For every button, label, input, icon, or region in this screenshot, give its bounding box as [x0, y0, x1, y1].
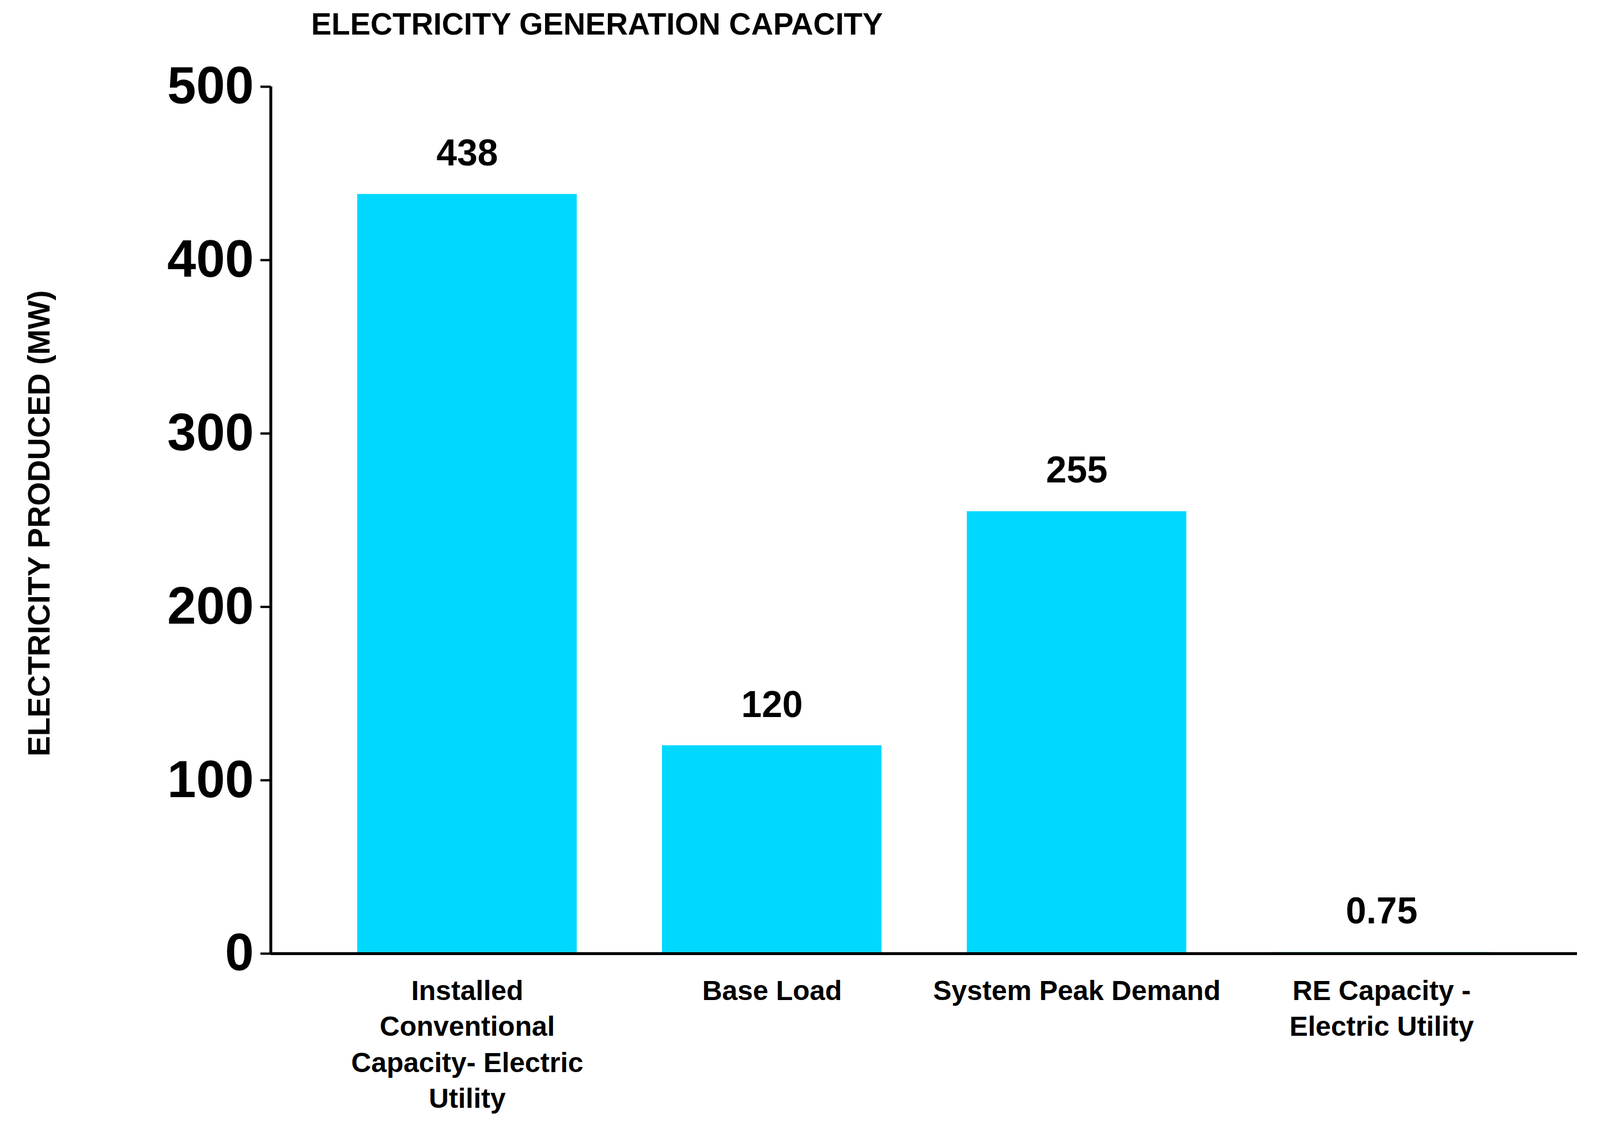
svg-text:0.75: 0.75	[1345, 889, 1418, 932]
svg-text:300: 300	[167, 403, 254, 461]
svg-text:0: 0	[224, 923, 254, 981]
svg-text:InstalledConventionalCapacity-: InstalledConventionalCapacity- ElectricU…	[351, 974, 584, 1114]
svg-text:120: 120	[741, 683, 804, 725]
svg-text:500: 500	[167, 56, 254, 115]
svg-text:Base Load: Base Load	[702, 974, 843, 1006]
svg-text:System Peak Demand: System Peak Demand	[933, 974, 1221, 1006]
svg-text:400: 400	[167, 229, 254, 288]
svg-text:255: 255	[1046, 448, 1108, 491]
svg-text:100: 100	[167, 750, 254, 808]
html-text:ELECTRICITY GENERATION CAPACIT: ELECTRICITY GENERATION CAPACITY	[311, 6, 883, 41]
svg-text:200: 200	[167, 576, 254, 635]
html-text:ELECTRICITY PRODUCED (MW): ELECTRICITY PRODUCED (MW)	[21, 290, 56, 757]
svg-text:438: 438	[436, 131, 499, 174]
svg-text:RE Capacity -Electric Utility: RE Capacity -Electric Utility	[1289, 974, 1474, 1042]
